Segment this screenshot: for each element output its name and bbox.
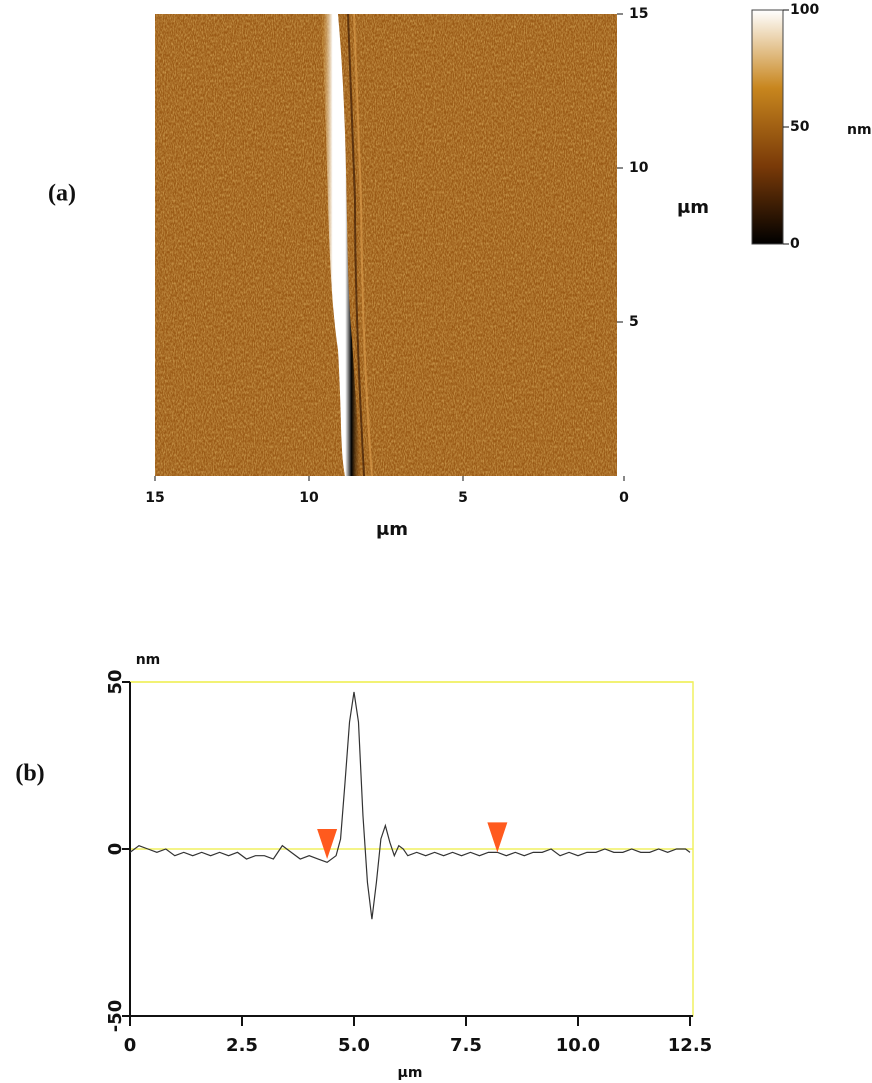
x-axis-label: μm <box>398 1065 423 1081</box>
colorbar-tick-label: 100 <box>790 2 819 18</box>
x-tick-label: 7.5 <box>450 1035 482 1056</box>
x-tick-label: 15 <box>145 490 164 506</box>
y-tick-label: -50 <box>105 1000 126 1033</box>
cursor-marker <box>487 822 508 853</box>
y-tick-label: 0 <box>105 843 126 856</box>
colorbar-tick-label: 50 <box>790 119 810 135</box>
y-tick-label: 15 <box>629 6 648 22</box>
y-axis-label: μm <box>677 197 709 218</box>
colorbar-label: nm <box>847 122 872 138</box>
profile-line <box>129 691 691 920</box>
y-tick-label: 10 <box>629 160 649 176</box>
x-axis-label: μm <box>376 519 408 540</box>
panel-label: (b) <box>15 761 44 787</box>
colorbar-tick-label: 0 <box>790 236 800 252</box>
x-tick-label: 5.0 <box>338 1035 370 1056</box>
afm-image <box>155 13 617 477</box>
x-tick-label: 10.0 <box>556 1035 600 1056</box>
x-tick-label: 12.5 <box>668 1035 712 1056</box>
y-tick-label: 5 <box>629 314 639 330</box>
cursor-marker <box>317 829 338 860</box>
colorbar <box>751 9 784 245</box>
x-tick-label: 10 <box>299 490 319 506</box>
x-tick-label: 0 <box>124 1035 137 1056</box>
x-tick-label: 0 <box>619 490 629 506</box>
x-tick-label: 5 <box>458 490 468 506</box>
panel-label: (a) <box>48 181 76 207</box>
y-axis-label: nm <box>136 652 161 668</box>
y-tick-label: 50 <box>105 669 126 694</box>
x-tick-label: 2.5 <box>226 1035 258 1056</box>
